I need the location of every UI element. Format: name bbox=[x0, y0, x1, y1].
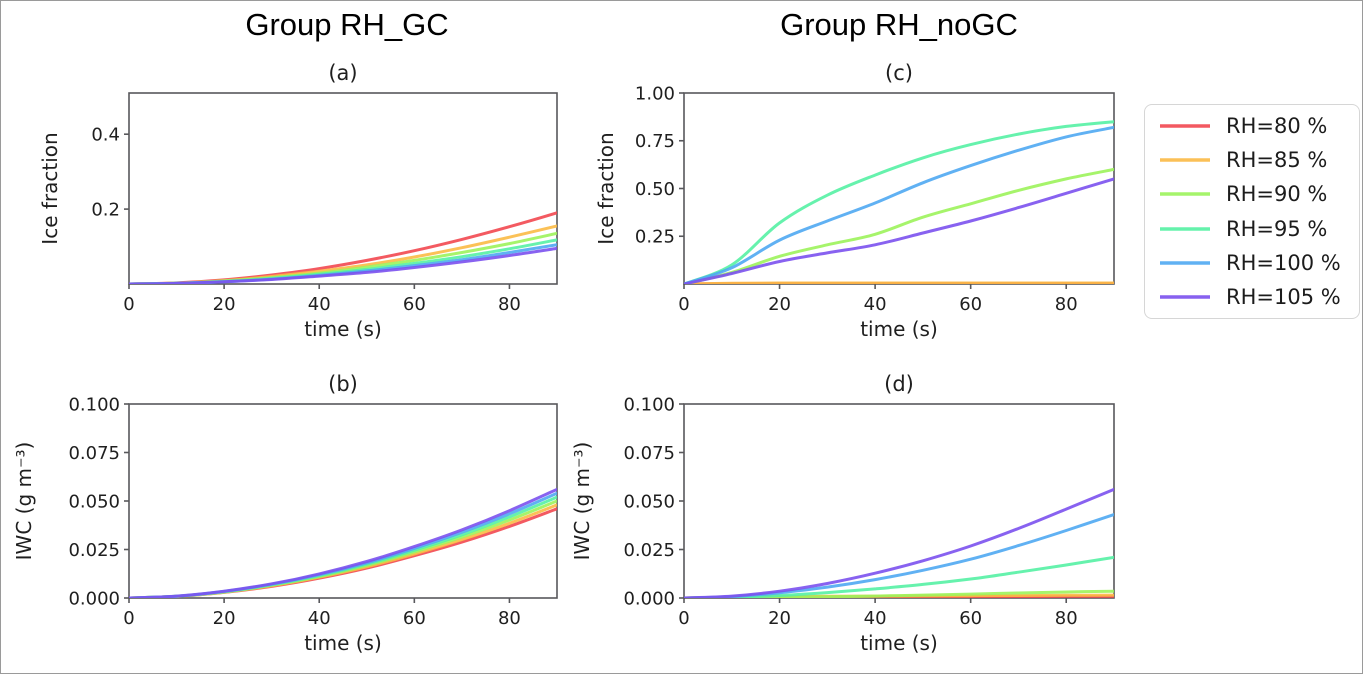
x-tick-label: 0 bbox=[678, 608, 689, 629]
x-tick-label: 40 bbox=[308, 608, 331, 629]
series-rh-90 bbox=[129, 499, 557, 598]
legend: RH=80 % RH=85 % RH=90 % RH=95 % RH=100 % RH=1… bbox=[1144, 104, 1360, 319]
panel-c: 0 20 40 60 80 0.25 0.50 0.75 1.00 (c) time (s) Ice … bbox=[594, 61, 1115, 341]
series-rh-90 bbox=[684, 167, 1114, 284]
legend-swatch-line bbox=[1160, 226, 1210, 231]
legend-item-rh-80: RH=80 % bbox=[1151, 114, 1353, 138]
legend-swatch-line bbox=[1160, 158, 1210, 162]
series-rh-105 bbox=[684, 177, 1114, 284]
legend-swatch-line bbox=[1160, 295, 1210, 299]
series-rh-85 bbox=[684, 281, 1114, 284]
x-tick-label: 80 bbox=[1055, 608, 1078, 629]
legend-label: RH=100 % bbox=[1226, 250, 1341, 275]
series-rh-105 bbox=[129, 246, 557, 284]
series-rh-100 bbox=[684, 125, 1114, 284]
panel-title: (b) bbox=[328, 372, 358, 396]
legend-item-rh-90: RH=90 % bbox=[1151, 182, 1353, 206]
y-tick-label: 0.075 bbox=[68, 443, 120, 464]
y-tick-label: 0.000 bbox=[623, 588, 675, 609]
series-rh-100 bbox=[129, 491, 557, 598]
series-rh-95 bbox=[684, 120, 1114, 284]
y-axis-label: IWC (g m⁻³) bbox=[12, 442, 36, 561]
plot-frame bbox=[128, 92, 558, 285]
y-tick-label: 0.100 bbox=[623, 394, 675, 415]
x-tick-label: 60 bbox=[403, 608, 426, 629]
y-axis-label: IWC (g m⁻³) bbox=[570, 442, 594, 561]
y-tick-label: 0.050 bbox=[68, 491, 120, 512]
legend-label: RH=80 % bbox=[1226, 114, 1328, 138]
x-tick-label: 20 bbox=[213, 608, 236, 629]
y-tick-label: 0.50 bbox=[635, 179, 675, 200]
x-tick-label: 80 bbox=[1055, 294, 1078, 315]
plot-frame bbox=[683, 92, 1115, 285]
x-tick-label: 0 bbox=[678, 294, 689, 315]
legend-item-rh-85: RH=85 % bbox=[1151, 148, 1353, 172]
legend-label: RH=95 % bbox=[1226, 216, 1328, 241]
y-tick-label: 0.025 bbox=[623, 540, 675, 561]
group-title-rh-gc: Group RH_GC bbox=[245, 7, 449, 42]
y-axis-label: Ice fraction bbox=[594, 132, 618, 244]
panel-a: 0 20 40 60 80 0.2 0.4 (a) time (s) Ice fraction bbox=[38, 61, 558, 341]
x-axis-label: time (s) bbox=[860, 317, 938, 341]
panel-title: (c) bbox=[885, 61, 913, 85]
panel-d: 0 20 40 60 80 0.000 0.025 0.050 0.075 0.100 (d) tim… bbox=[570, 372, 1115, 655]
y-tick-label: 0.100 bbox=[68, 394, 120, 415]
y-tick-label: 1.00 bbox=[635, 83, 675, 104]
x-tick-label: 20 bbox=[213, 294, 236, 315]
x-tick-label: 80 bbox=[498, 294, 521, 315]
legend-item-rh-100: RH=100 % bbox=[1151, 251, 1353, 275]
legend-label: RH=105 % bbox=[1226, 284, 1341, 309]
legend-label: RH=85 % bbox=[1226, 148, 1328, 173]
y-tick-label: 0.000 bbox=[68, 588, 120, 609]
legend-item-rh-95: RH=95 % bbox=[1151, 217, 1353, 241]
y-axis-label: Ice fraction bbox=[38, 132, 62, 244]
series-rh-105 bbox=[129, 487, 557, 598]
series-rh-95 bbox=[129, 495, 557, 598]
x-tick-label: 40 bbox=[864, 608, 887, 629]
x-tick-label: 40 bbox=[308, 294, 331, 315]
legend-swatch-line bbox=[1160, 124, 1210, 128]
x-tick-label: 80 bbox=[498, 608, 521, 629]
panel-title: (d) bbox=[884, 372, 914, 396]
x-tick-label: 60 bbox=[959, 294, 982, 315]
group-title-rh-nogc: Group RH_noGC bbox=[780, 7, 1018, 42]
y-tick-label: 0.2 bbox=[91, 199, 120, 220]
y-tick-label: 0.050 bbox=[623, 491, 675, 512]
y-tick-label: 0.025 bbox=[68, 540, 120, 561]
y-tick-label: 0.75 bbox=[635, 131, 675, 152]
x-axis-label: time (s) bbox=[304, 631, 382, 655]
legend-swatch-line bbox=[1160, 261, 1210, 265]
y-tick-label: 0.25 bbox=[635, 227, 675, 248]
x-tick-label: 0 bbox=[123, 608, 134, 629]
legend-item-rh-105: RH=105 % bbox=[1151, 285, 1353, 309]
panel-b: 0 20 40 60 80 0.000 0.025 0.050 0.075 0.100 (b) tim… bbox=[12, 372, 558, 655]
series-rh-105 bbox=[684, 487, 1114, 598]
x-tick-label: 0 bbox=[123, 294, 134, 315]
x-tick-label: 60 bbox=[959, 608, 982, 629]
legend-swatch-line bbox=[1160, 192, 1210, 197]
x-tick-label: 40 bbox=[864, 294, 887, 315]
x-axis-label: time (s) bbox=[860, 631, 938, 655]
x-tick-label: 20 bbox=[768, 294, 791, 315]
y-tick-label: 0.075 bbox=[623, 443, 675, 464]
series-rh-95 bbox=[684, 555, 1114, 598]
legend-label: RH=90 % bbox=[1226, 182, 1328, 207]
x-axis-label: time (s) bbox=[304, 317, 382, 341]
x-tick-label: 60 bbox=[403, 294, 426, 315]
panel-title: (a) bbox=[328, 61, 357, 85]
y-tick-label: 0.4 bbox=[91, 124, 120, 145]
x-tick-label: 20 bbox=[768, 608, 791, 629]
